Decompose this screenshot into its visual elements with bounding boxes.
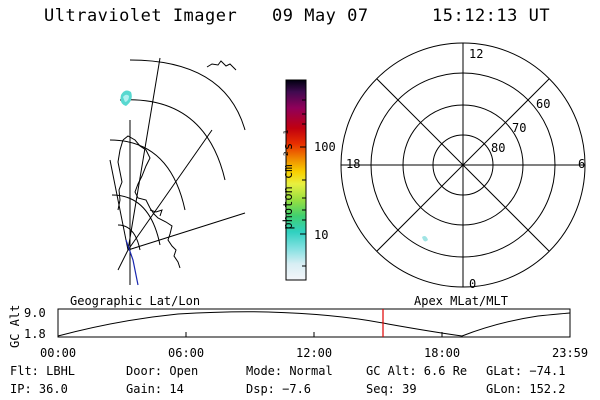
glat-info: GLat: −74.1 xyxy=(486,364,566,378)
altitude-xtick: 12:00 xyxy=(296,346,333,360)
glon-info: GLon: 152.2 xyxy=(486,382,566,396)
ip-info: IP: 36.0 xyxy=(10,382,68,396)
mlt-label-18: 18 xyxy=(346,157,361,171)
geo-coastline xyxy=(149,209,163,217)
altitude-ylabel: GC Alt xyxy=(8,304,22,348)
mode-info: Mode: Normal xyxy=(246,364,333,378)
geo-coastline xyxy=(122,135,181,269)
colorbar-unit-label: photon cm⁻²s⁻¹ xyxy=(281,128,295,230)
time-label: 15:12:13 UT xyxy=(432,6,551,26)
colorbar-tick-100: 100 xyxy=(314,140,336,154)
altitude-curve xyxy=(57,311,571,337)
geo-coastline xyxy=(206,60,237,71)
lat-label-70: 70 xyxy=(512,121,527,135)
geo-uv-emission xyxy=(123,94,129,102)
mlt-label-12: 12 xyxy=(469,47,484,61)
polar-uv-emission xyxy=(422,236,428,242)
geo-meridian xyxy=(127,57,161,251)
altitude-xtick: 18:00 xyxy=(424,346,461,360)
geo-meridian xyxy=(127,212,246,251)
geo-meridian xyxy=(127,129,213,251)
geo-lat-arc xyxy=(129,59,246,131)
mlt-label-0: 0 xyxy=(469,277,477,291)
geo-track xyxy=(125,239,139,286)
geo-map-label: Geographic Lat/Lon xyxy=(70,294,201,308)
geo-lat-arc xyxy=(119,99,226,181)
mlt-label-6: 6 xyxy=(578,157,586,171)
filter-info: Flt: LBHL xyxy=(10,364,76,378)
polar-axis xyxy=(376,78,550,252)
lat-label-80: 80 xyxy=(491,141,506,155)
altitude-xtick: 23:59 xyxy=(552,346,589,360)
colorbar xyxy=(285,79,307,281)
geo-lat-arc xyxy=(109,139,186,211)
geo-coastline xyxy=(117,139,124,211)
altitude-xtick: 06:00 xyxy=(168,346,205,360)
gc-alt-info: GC Alt: 6.6 Re xyxy=(366,364,468,378)
date-label: 09 May 07 xyxy=(272,6,369,26)
gain-info: Gain: 14 xyxy=(126,382,184,396)
geo-meridian xyxy=(117,249,129,271)
colorbar-tick-10: 10 xyxy=(314,228,329,242)
seq-info: Seq: 39 xyxy=(366,382,417,396)
door-info: Door: Open xyxy=(126,364,199,378)
altitude-plot xyxy=(57,308,571,338)
polar-plot xyxy=(340,42,586,288)
lat-label-60: 60 xyxy=(536,97,551,111)
instrument-title: Ultraviolet Imager xyxy=(44,6,238,26)
dsp-info: Dsp: −7.6 xyxy=(246,382,312,396)
altitude-ytick-top: 9.0 xyxy=(24,306,46,320)
altitude-xtick: 00:00 xyxy=(40,346,77,360)
polar-plot-label: Apex MLat/MLT xyxy=(414,294,508,308)
altitude-ytick-bottom: 1.8 xyxy=(24,327,46,341)
